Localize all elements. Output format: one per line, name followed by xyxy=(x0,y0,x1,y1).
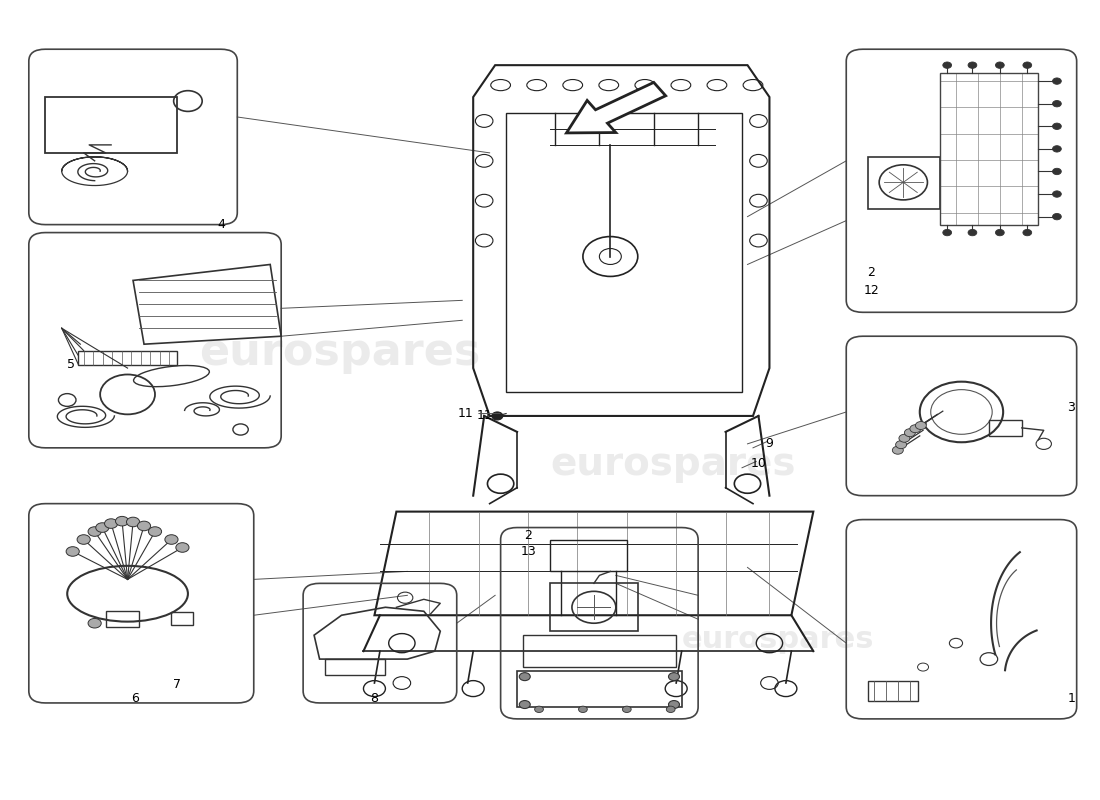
Circle shape xyxy=(943,62,951,68)
Bar xyxy=(522,635,676,667)
Bar xyxy=(989,420,1022,436)
Bar xyxy=(326,659,385,675)
Circle shape xyxy=(669,673,680,681)
Bar xyxy=(939,73,1038,225)
Circle shape xyxy=(910,425,921,433)
Circle shape xyxy=(104,518,118,528)
Circle shape xyxy=(1023,62,1032,68)
Circle shape xyxy=(96,522,109,532)
Circle shape xyxy=(996,230,1004,236)
Circle shape xyxy=(895,441,906,449)
Circle shape xyxy=(1053,78,1062,84)
Text: 13: 13 xyxy=(520,545,536,558)
Circle shape xyxy=(165,534,178,544)
Circle shape xyxy=(535,706,543,713)
Text: 9: 9 xyxy=(766,438,773,450)
Text: 5: 5 xyxy=(66,358,75,370)
Circle shape xyxy=(116,516,129,526)
FancyArrow shape xyxy=(566,82,666,133)
Circle shape xyxy=(1053,191,1062,198)
Circle shape xyxy=(66,546,79,556)
Circle shape xyxy=(968,62,977,68)
Text: 8: 8 xyxy=(371,693,378,706)
Text: eurospares: eurospares xyxy=(199,330,481,374)
Text: 12: 12 xyxy=(864,284,879,298)
Bar xyxy=(550,583,638,631)
Circle shape xyxy=(1053,101,1062,107)
Text: eurospares: eurospares xyxy=(682,625,874,654)
Circle shape xyxy=(519,673,530,681)
Circle shape xyxy=(943,230,951,236)
Circle shape xyxy=(88,526,101,536)
Circle shape xyxy=(1023,230,1032,236)
Circle shape xyxy=(579,706,587,713)
Circle shape xyxy=(176,542,189,552)
Text: 10: 10 xyxy=(750,458,767,470)
Bar xyxy=(868,157,939,209)
Circle shape xyxy=(88,618,101,628)
Circle shape xyxy=(669,701,680,709)
Text: 11: 11 xyxy=(458,407,500,420)
Circle shape xyxy=(1053,146,1062,152)
Circle shape xyxy=(126,517,140,526)
Text: 4: 4 xyxy=(217,218,224,231)
Text: 3: 3 xyxy=(1067,402,1075,414)
Text: 7: 7 xyxy=(173,678,180,691)
Circle shape xyxy=(667,706,675,713)
Bar xyxy=(550,539,627,571)
Circle shape xyxy=(492,412,503,420)
Circle shape xyxy=(1053,123,1062,130)
Circle shape xyxy=(899,434,910,442)
Circle shape xyxy=(904,429,915,437)
Text: eurospares: eurospares xyxy=(550,445,795,482)
Bar xyxy=(868,682,917,702)
Bar xyxy=(78,350,177,365)
Circle shape xyxy=(1053,214,1062,220)
Circle shape xyxy=(968,230,977,236)
Circle shape xyxy=(996,62,1004,68)
Text: 2: 2 xyxy=(524,529,532,542)
Circle shape xyxy=(148,526,162,536)
Circle shape xyxy=(892,446,903,454)
Circle shape xyxy=(138,521,151,530)
Circle shape xyxy=(623,706,631,713)
Text: 11: 11 xyxy=(476,410,492,422)
Text: 6: 6 xyxy=(131,693,140,706)
Text: 2: 2 xyxy=(868,266,876,279)
Circle shape xyxy=(519,701,530,709)
Circle shape xyxy=(1053,168,1062,174)
Text: 1: 1 xyxy=(1067,693,1075,706)
Bar xyxy=(106,611,139,627)
Circle shape xyxy=(915,422,926,430)
Bar xyxy=(517,671,682,707)
Bar xyxy=(172,612,194,625)
Circle shape xyxy=(77,534,90,544)
